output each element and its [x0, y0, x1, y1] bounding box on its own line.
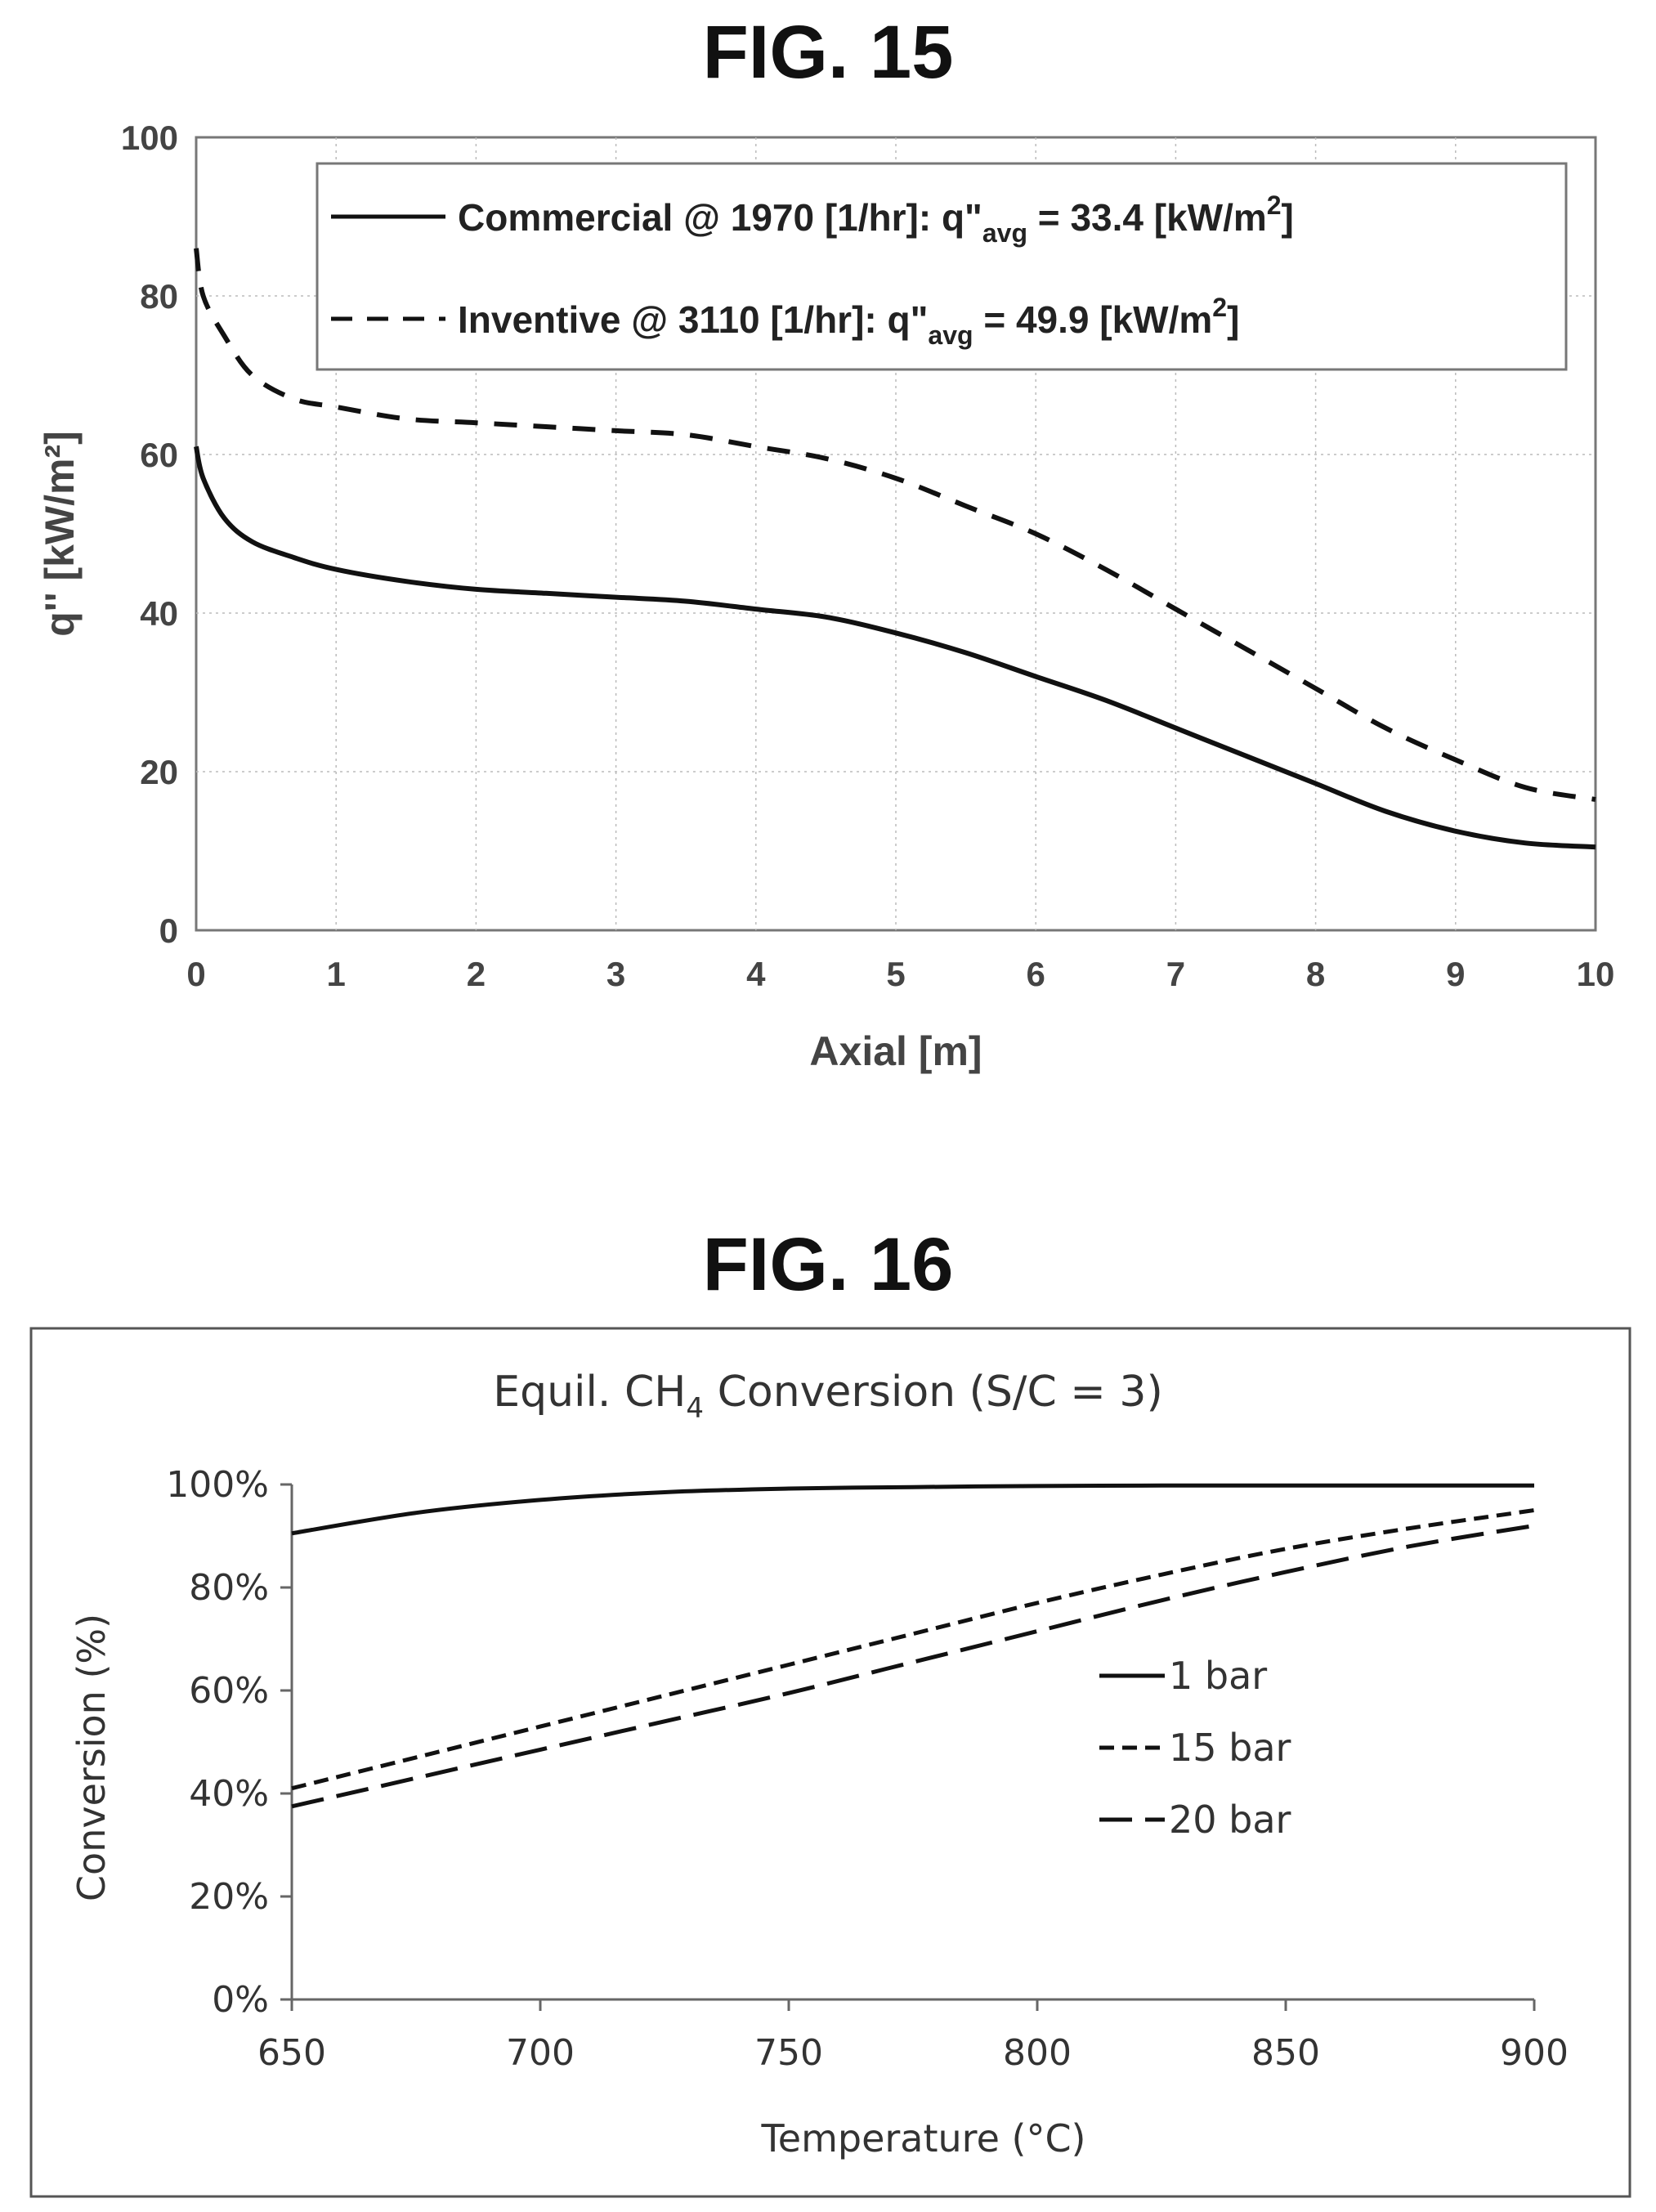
fig15-x-tick-label: 0	[186, 955, 205, 993]
fig16-legend: 1 bar 15 bar 20 bar	[1099, 1654, 1291, 1842]
fig16-y-tick-label: 0%	[212, 1979, 269, 2021]
fig15-y-tick-label: 100	[121, 119, 178, 157]
fig15-legend-label-inventive: Inventive @ 3110 [1/hr]: q"avg = 49.9 [k…	[458, 293, 1239, 350]
fig15-y-axis-label: q'' [kW/m²]	[37, 431, 83, 637]
fig16-x-tick-label: 650	[257, 2032, 326, 2074]
fig16-series-line-1-bar	[291, 1483, 1534, 1536]
fig15-x-tick-label: 1	[327, 955, 346, 993]
fig15-y-tick-label: 20	[140, 753, 178, 791]
fig16-x-tick-label: 700	[506, 2032, 575, 2074]
fig16-series-lines	[291, 1483, 1535, 1809]
fig15-x-tick-label: 4	[746, 955, 766, 993]
fig15-x-tick-label: 2	[467, 955, 486, 993]
fig15-x-tick-labels: 0 1 2 3 4 5 6 7 8 9 10	[186, 955, 1614, 993]
fig16-legend-label: 20 bar	[1169, 1798, 1291, 1842]
fig16-y-tick-label: 40%	[189, 1773, 269, 1815]
fig16-series-line-20-bar	[291, 1523, 1535, 1809]
fig15-legend-box	[316, 162, 1568, 371]
fig15-x-tick-label: 9	[1446, 955, 1465, 993]
fig15-legend: Commercial @ 1970 [1/hr]: q"avg = 33.4 […	[316, 162, 1568, 371]
fig15-x-tick-label: 3	[606, 955, 625, 993]
fig16-chart-title: Equil. CH4 Conversion (S/C = 3)	[493, 1368, 1163, 1425]
fig16-series-line-15-bar	[291, 1508, 1535, 1791]
fig15-y-tick-label: 40	[140, 594, 178, 633]
fig16-chart: Equil. CH4 Conversion (S/C = 3) 650 700 75…	[29, 1327, 1631, 2198]
fig15-x-tick-label: 8	[1306, 955, 1325, 993]
fig16-x-tick-label: 900	[1500, 2032, 1569, 2074]
fig15-x-tick-label: 5	[886, 955, 905, 993]
fig15-y-tick-label: 0	[159, 911, 178, 950]
fig16-legend-label: 1 bar	[1169, 1654, 1267, 1698]
fig16-frame	[29, 1327, 1631, 2198]
fig16-axes	[280, 1483, 1536, 2011]
fig15-y-tick-label: 60	[140, 436, 178, 474]
fig16-y-tick-label: 100%	[166, 1464, 269, 1506]
fig16-y-tick-label: 20%	[189, 1876, 269, 1918]
fig15-series-lines	[194, 248, 1596, 850]
fig16-legend-label: 15 bar	[1169, 1726, 1291, 1770]
fig16-y-tick-label: 80%	[189, 1567, 269, 1609]
fig16-x-tick-label: 850	[1251, 2032, 1320, 2074]
fig15-x-tick-label: 6	[1027, 955, 1045, 993]
fig16-y-tick-label: 60%	[189, 1670, 269, 1712]
fig16-x-tick-label: 750	[754, 2032, 823, 2074]
fig15-series-line-commercial	[194, 446, 1596, 850]
fig16-x-axis-label: Temperature (°C)	[760, 2116, 1085, 2161]
fig15-title: FIG. 15	[703, 11, 954, 94]
fig15-chart: 0 1 2 3 4 5 6 7 8 9 10 0 20 40 60 80 100 Axial [m] q'' …	[37, 119, 1614, 1074]
fig16-y-tick-labels: 0% 20% 40% 60% 80% 100%	[166, 1464, 269, 2021]
fig15-x-tick-label: 10	[1577, 955, 1615, 993]
fig15-series-line-inventive	[194, 248, 1596, 802]
fig15-legend-label-commercial: Commercial @ 1970 [1/hr]: q"avg = 33.4 […	[458, 190, 1294, 248]
fig15-x-tick-label: 7	[1166, 955, 1185, 993]
fig15-x-axis-label: Axial [m]	[809, 1028, 982, 1074]
fig16-x-tick-labels: 650 700 750 800 850 900	[257, 2032, 1569, 2074]
fig15-y-tick-labels: 0 20 40 60 80 100	[121, 119, 178, 950]
fig16-y-axis-label: Conversion (%)	[69, 1614, 114, 1901]
fig16-x-tick-label: 800	[1003, 2032, 1072, 2074]
fig15-y-tick-label: 80	[140, 277, 178, 316]
fig16-title: FIG. 16	[703, 1223, 954, 1306]
